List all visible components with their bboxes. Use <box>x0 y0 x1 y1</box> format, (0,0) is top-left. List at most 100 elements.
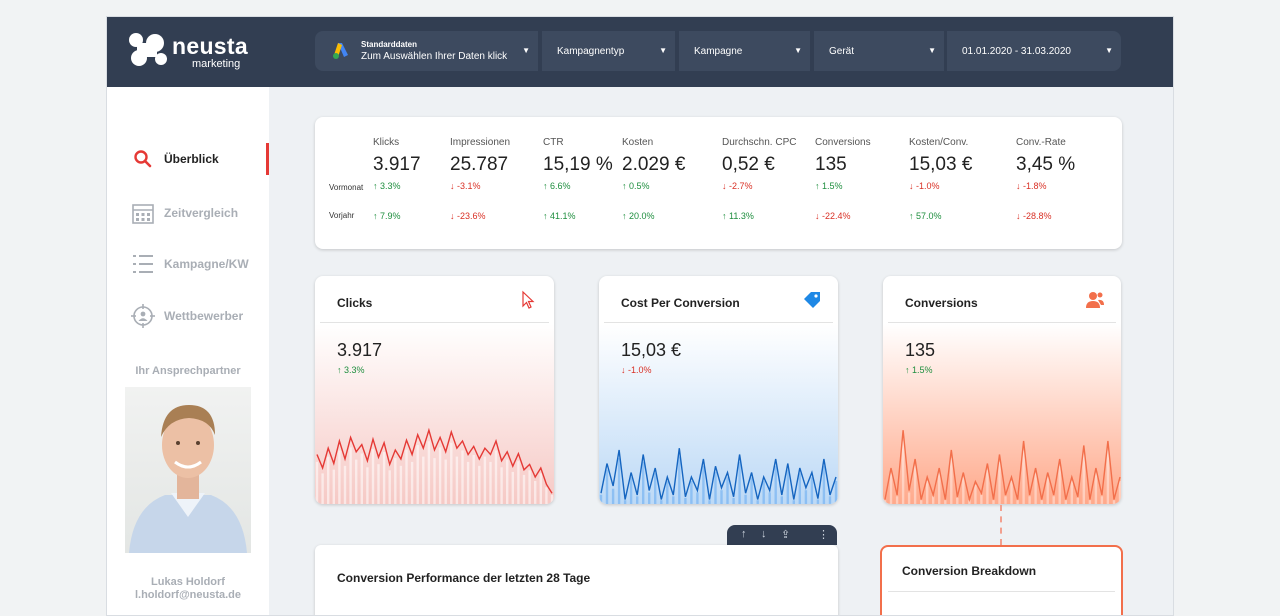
kpi-delta-year: ↑ 57.0% <box>909 211 942 221</box>
spark-bar <box>611 488 615 504</box>
campaign-filter[interactable]: Kampagne ▼ <box>679 31 810 71</box>
spark-bar <box>494 450 498 504</box>
spark-bar <box>1016 500 1019 504</box>
chevron-down-icon: ▼ <box>659 46 667 55</box>
users-icon <box>1086 292 1104 308</box>
nav-label: Wettbewerber <box>164 309 244 323</box>
spark-bar <box>666 481 669 504</box>
spark-bar <box>1094 473 1098 504</box>
campaign-type-label: Kampagnentyp <box>557 46 625 57</box>
kpi-value: 15,19 % <box>543 154 613 175</box>
nav-item-wettbewerber[interactable]: Wettbewerber <box>107 300 269 332</box>
spark-bar <box>343 465 347 504</box>
performance-title: Conversion Performance der letzten 28 Ta… <box>337 571 591 585</box>
nav-item-kampagne-kw[interactable]: Kampagne/KW <box>107 248 269 280</box>
move-up-button[interactable]: ↑ <box>741 528 747 540</box>
spark-bar <box>998 461 1001 504</box>
conversions-card[interactable]: Conversions 135 ↑ 1.5% <box>883 276 1121 504</box>
spark-bar <box>636 496 639 504</box>
kpi-delta-year-value: 7.9% <box>380 211 401 221</box>
contact-name: Lukas Holdorf <box>151 576 225 588</box>
spark-bar <box>768 492 771 504</box>
nav-item-ueberblick[interactable]: Überblick <box>107 143 269 175</box>
brand-sub: marketing <box>192 58 241 70</box>
kpi-label: Impressionen <box>450 137 511 148</box>
chart-toolbar: ↑ ↓ ⇪ ⋮ <box>727 525 837 545</box>
spark-bar <box>1064 500 1067 504</box>
spark-bar <box>394 458 397 504</box>
spark-bar <box>1034 473 1037 504</box>
spark-bar <box>455 456 459 504</box>
spark-bar <box>422 456 425 504</box>
spark-bar <box>1010 481 1013 504</box>
spark-bar <box>932 496 935 504</box>
card-title: Cost Per Conversion <box>621 296 740 310</box>
kpi-delta-month: ↑ 6.6% <box>543 181 571 191</box>
contact-email[interactable]: l.holdorf@neusta.de <box>134 589 242 601</box>
spark-bar <box>913 465 917 504</box>
spark-bar <box>617 458 621 504</box>
data-source-filter[interactable]: Standarddaten Zum Auswählen Ihrer Daten … <box>315 31 538 71</box>
spark-bar <box>822 465 826 504</box>
kpi-label: Conversions <box>815 137 871 148</box>
spark-bar <box>816 499 820 504</box>
card-divider <box>888 591 1115 592</box>
spark-bar <box>895 496 899 504</box>
kpi-delta-month: ↑ 1.5% <box>815 181 843 191</box>
spark-bar <box>654 473 657 504</box>
list-icon <box>133 255 153 273</box>
spark-bar <box>798 473 801 504</box>
kpi-delta-year: ↑ 7.9% <box>373 211 401 221</box>
card-delta: ↓ -1.0% <box>621 365 652 375</box>
kpi-delta-year-value: 57.0% <box>916 211 942 221</box>
campaign-label: Kampagne <box>694 46 743 57</box>
spark-bar <box>944 500 947 504</box>
spark-bar <box>992 500 995 504</box>
spark-bar <box>702 465 705 504</box>
spark-bar <box>550 494 554 504</box>
chevron-down-icon: ▼ <box>928 46 936 55</box>
move-down-button[interactable]: ↓ <box>761 528 767 540</box>
spark-bar <box>950 458 953 504</box>
clicks-sparkline <box>315 427 554 504</box>
kpi-value: 3.917 <box>373 154 421 175</box>
spark-bar <box>672 496 675 504</box>
spark-bar <box>315 461 319 504</box>
device-filter[interactable]: Gerät ▼ <box>814 31 944 71</box>
spark-bar <box>433 458 436 504</box>
card-value: 135 <box>905 340 936 360</box>
more-options-button[interactable]: ⋮ <box>818 529 829 541</box>
google-ads-icon <box>333 43 348 59</box>
kpi-value: 3,45 % <box>1016 154 1076 175</box>
nav-item-zeitvergleich[interactable]: Zeitvergleich <box>107 197 269 229</box>
spark-bar <box>738 461 741 504</box>
spark-bar <box>786 469 789 504</box>
spark-bar <box>780 496 783 504</box>
logo-icon <box>129 33 167 66</box>
spark-bar <box>648 492 651 504</box>
clicks-card[interactable]: Clicks 3.917 ↑ 3.3% <box>315 276 554 504</box>
campaign-type-filter[interactable]: Kampagnentyp ▼ <box>542 31 675 71</box>
nav-label: Überblick <box>164 152 219 166</box>
spark-bar <box>660 500 663 504</box>
spark-bar <box>1118 481 1121 504</box>
export-button[interactable]: ⇪ <box>781 529 791 541</box>
spark-bar <box>478 465 481 504</box>
spark-bar <box>986 469 989 504</box>
kpi-delta-month: ↓ -1.8% <box>1016 181 1047 191</box>
spark-bar <box>690 481 693 504</box>
card-delta-value: 1.5% <box>912 365 933 375</box>
search-icon <box>134 150 152 168</box>
cost-per-conversion-card[interactable]: Cost Per Conversion 15,03 € ↓ -1.0% <box>599 276 838 504</box>
kpi-scorecard: Vormonat Vorjahr Klicks 3.917 ↑ 3.3% ↑ 7.9%… <box>315 117 1122 249</box>
spark-bar <box>962 477 965 504</box>
kpi-delta-year: ↓ -23.6% <box>450 211 486 221</box>
kpi-value: 135 <box>815 154 847 175</box>
spark-line <box>316 427 553 494</box>
spark-bar <box>629 477 633 504</box>
card-value: 15,03 € <box>621 340 682 360</box>
spark-bar <box>883 500 887 504</box>
spark-bar <box>472 455 475 504</box>
date-range-filter[interactable]: 01.01.2020 - 31.03.2020 ▼ <box>947 31 1121 71</box>
card-title: Conversions <box>905 296 978 310</box>
